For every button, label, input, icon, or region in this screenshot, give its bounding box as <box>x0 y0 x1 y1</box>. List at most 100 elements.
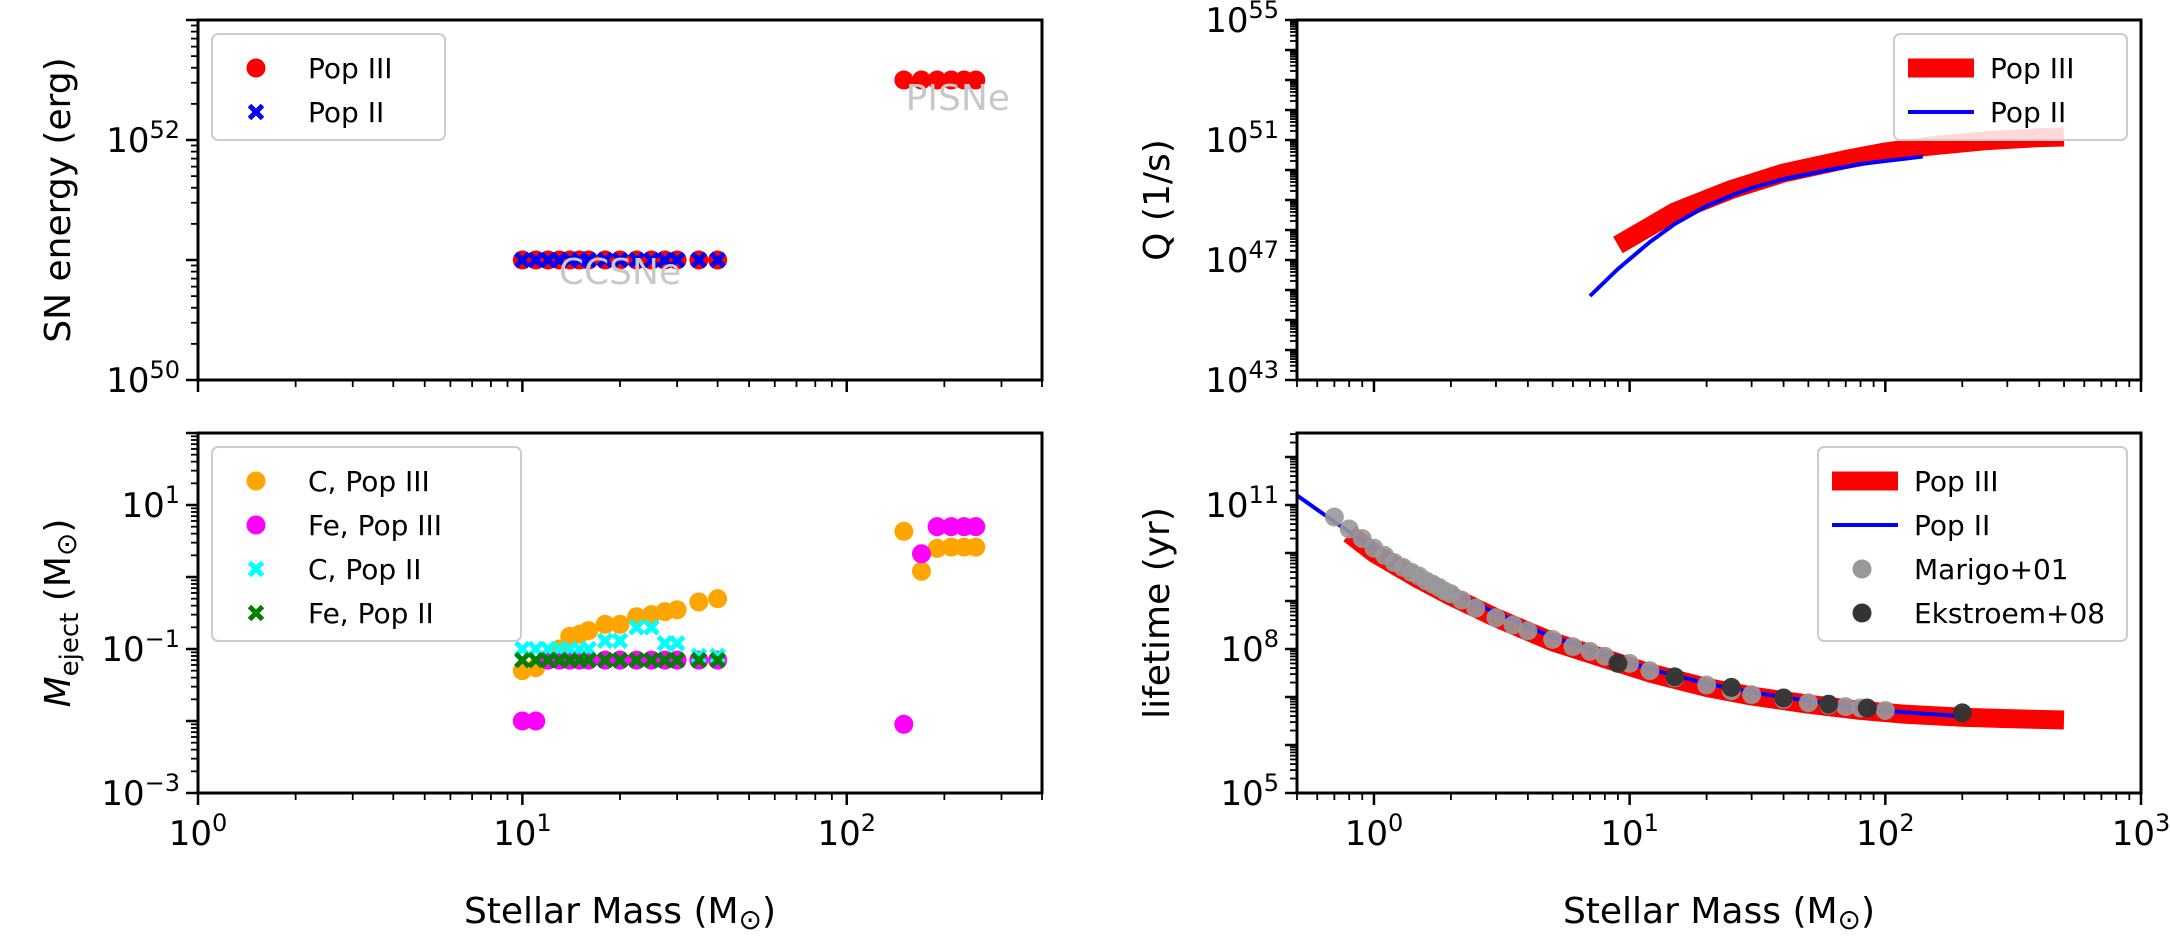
legend-label: Ekstroem+08 <box>1914 597 2105 630</box>
tick-base: 10 <box>2112 814 2155 854</box>
legend-item: Pop III <box>1832 465 1998 498</box>
ylabel-sub: eject <box>55 613 85 677</box>
data-point <box>966 537 986 557</box>
tick-exp: 3 <box>2155 809 2170 837</box>
tick-exp: 1 <box>536 809 551 837</box>
data-point <box>596 651 614 669</box>
legend-box <box>1817 446 2128 642</box>
data-point <box>1721 677 1741 697</box>
data-point <box>709 647 726 665</box>
y-axis-label: SN energy (erg) <box>38 57 79 342</box>
data-point <box>1836 697 1856 717</box>
series-pop-ii-curve <box>1588 154 1923 298</box>
tick-exp: 51 <box>1248 116 1279 144</box>
tick-base: 10 <box>1205 361 1248 401</box>
data-point <box>690 651 708 669</box>
data-point <box>526 711 546 731</box>
tick-base: 10 <box>1205 241 1248 281</box>
data-point <box>628 251 645 269</box>
legend-item: Pop III <box>1908 52 2074 85</box>
legend-item: Pop III <box>246 52 392 85</box>
tick-base: 10 <box>493 814 536 854</box>
data-point <box>643 619 660 636</box>
data-point <box>668 251 686 269</box>
tick-exp: −3 <box>145 769 180 797</box>
data-point <box>514 251 531 269</box>
legend-box <box>211 33 446 141</box>
tick-exp: 55 <box>1248 0 1279 24</box>
xlabel-tail: ) <box>1861 891 1875 932</box>
tick-exp: 1 <box>1644 809 1659 837</box>
data-point <box>611 651 629 669</box>
tick-exp: 2 <box>861 809 876 837</box>
tick-base: 10 <box>121 486 164 526</box>
legend-swatch <box>246 471 266 491</box>
x-tick-label: 102 <box>817 809 876 854</box>
legend-label: Pop III <box>308 52 392 85</box>
y-tick-label: 1052 <box>106 116 180 161</box>
tick-exp: 1 <box>165 481 180 509</box>
xlabel-sym: ⊙ <box>739 903 762 936</box>
legend-swatch <box>246 58 266 78</box>
y-tick-label: 10−3 <box>101 769 180 814</box>
annotation-pisne: PISNe <box>906 78 1010 119</box>
data-point <box>628 651 645 669</box>
y-tick-label: 10−1 <box>101 625 180 670</box>
legend-item: Pop II <box>247 96 384 129</box>
tick-exp: 0 <box>1388 809 1403 837</box>
xlabel-main: Stellar Mass (M <box>464 891 739 932</box>
tick-exp: 50 <box>149 356 180 384</box>
legend-label: Pop II <box>308 96 384 129</box>
data-point <box>1742 685 1762 705</box>
data-point <box>894 521 914 541</box>
data-point <box>1819 694 1839 714</box>
tick-base: 10 <box>1205 486 1248 526</box>
data-point <box>1452 590 1472 610</box>
legend-swatch <box>247 103 265 121</box>
tick-base: 10 <box>101 774 144 814</box>
data-point <box>1580 641 1600 661</box>
data-point <box>1518 621 1538 641</box>
legend-box <box>211 446 522 642</box>
ylabel-tail: (M <box>38 556 79 613</box>
data-point <box>611 632 629 650</box>
y-tick-label: 1047 <box>1205 236 1279 281</box>
tick-base: 10 <box>1600 814 1643 854</box>
y-tick-label: 108 <box>1220 625 1279 670</box>
ylabel-main: M <box>38 676 79 707</box>
x-tick-label: 100 <box>169 809 228 854</box>
data-point <box>966 517 986 537</box>
data-point <box>911 561 931 581</box>
data-point <box>643 651 660 669</box>
tick-exp: −1 <box>145 625 180 653</box>
y-tick-label: 1011 <box>1205 481 1279 526</box>
data-point <box>596 632 614 650</box>
data-point <box>1875 700 1895 720</box>
plot-area <box>1297 493 2065 730</box>
data-point <box>708 589 728 609</box>
tick-base: 10 <box>817 814 860 854</box>
data-point <box>610 614 630 634</box>
data-point <box>927 70 947 90</box>
tick-base: 10 <box>169 814 212 854</box>
x-axis-label: Stellar Mass (M⊙) <box>464 891 776 936</box>
x-tick-label: 101 <box>493 809 552 854</box>
data-point <box>1608 653 1628 673</box>
y-tick-label: 1043 <box>1205 356 1279 401</box>
y-tick-label: 105 <box>1220 769 1279 814</box>
data-point <box>927 538 947 558</box>
legend-label: Fe, Pop II <box>308 597 434 630</box>
y-axis-label: Meject (M⊙) <box>38 519 85 708</box>
legend-item: C, Pop II <box>247 553 422 586</box>
data-point <box>1697 675 1717 695</box>
data-point <box>656 635 674 652</box>
legend-item: Pop II <box>1832 509 1990 542</box>
tick-base: 10 <box>106 361 149 401</box>
data-point <box>527 651 545 669</box>
data-point <box>611 251 629 269</box>
data-point <box>894 714 914 734</box>
legend-item: Pop II <box>1908 96 2066 129</box>
